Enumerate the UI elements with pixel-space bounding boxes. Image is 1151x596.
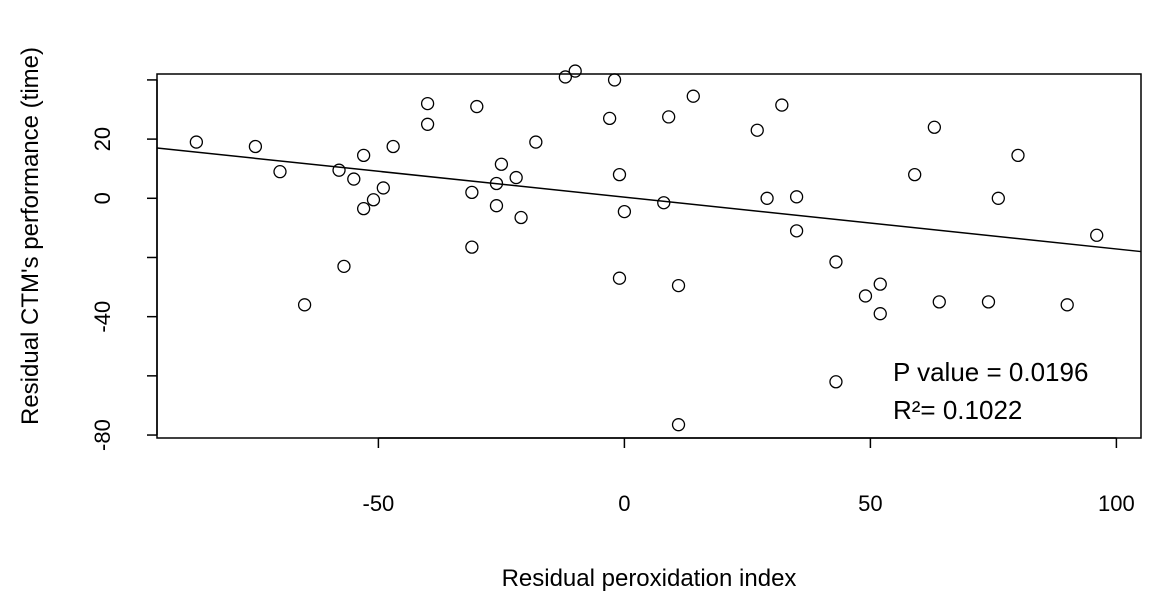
data-point [248, 139, 263, 154]
data-point [686, 89, 700, 103]
data-point [366, 193, 381, 207]
data-point [337, 259, 351, 274]
data-point [671, 418, 686, 432]
y-tick-label: -40 [90, 301, 115, 333]
data-point [558, 70, 573, 84]
x-tick-label: 0 [618, 491, 630, 516]
data-point [514, 210, 528, 225]
data-point [189, 135, 204, 149]
data-point [607, 73, 622, 87]
data-point [927, 120, 942, 134]
y-axis: -80 -40 20 0 [90, 79, 158, 451]
data-point [829, 255, 843, 269]
data-point [568, 64, 582, 78]
data-point [662, 110, 676, 124]
x-axis-title: Residual peroxidation index [502, 565, 797, 592]
data-point [509, 170, 523, 185]
data-point [420, 117, 435, 131]
y-tick-label: 0 [90, 192, 115, 204]
data-point [1060, 298, 1074, 312]
data-point [465, 240, 479, 254]
data-point [657, 196, 671, 210]
x-axis: -50 0 50 100 [363, 437, 1135, 516]
data-point [873, 307, 887, 321]
data-point [273, 165, 287, 179]
data-point [376, 181, 390, 195]
x-tick-label: -50 [363, 491, 395, 516]
data-point [760, 191, 774, 205]
data-point [775, 98, 789, 112]
data-point [356, 202, 371, 216]
data-point [617, 204, 632, 219]
data-point [750, 123, 764, 137]
y-tick-label: 20 [90, 127, 115, 151]
data-point [494, 157, 509, 171]
p-value-annotation: P value = 0.0196 [893, 357, 1088, 387]
data-point [489, 176, 504, 191]
y-axis-title: Residual CTM's performance (time) [17, 47, 44, 425]
x-tick-label: 100 [1098, 491, 1135, 516]
data-point [789, 190, 804, 204]
r-squared-annotation: R²= 0.1022 [893, 395, 1022, 425]
data-points [189, 64, 1104, 432]
data-point [1011, 148, 1025, 163]
data-point [489, 199, 504, 213]
data-point [873, 277, 887, 291]
data-point [858, 289, 873, 303]
data-point [470, 99, 484, 114]
data-point [612, 271, 627, 285]
data-point [932, 295, 946, 309]
data-point [829, 375, 843, 389]
data-point [671, 278, 686, 293]
data-point [347, 172, 361, 186]
data-point [908, 167, 922, 182]
data-point [420, 96, 435, 111]
data-point [386, 139, 400, 154]
regression-line [156, 147, 1142, 253]
data-point [991, 191, 1005, 205]
x-tick-label: 50 [858, 491, 882, 516]
data-point [612, 167, 627, 182]
data-point [1090, 228, 1104, 242]
data-point [529, 135, 543, 149]
data-point [789, 224, 804, 238]
data-point [297, 298, 312, 312]
y-tick-label: -80 [90, 419, 115, 451]
data-point [602, 111, 617, 126]
data-point [981, 295, 996, 309]
data-point [332, 163, 346, 177]
data-point [356, 148, 371, 163]
data-point [465, 185, 479, 200]
